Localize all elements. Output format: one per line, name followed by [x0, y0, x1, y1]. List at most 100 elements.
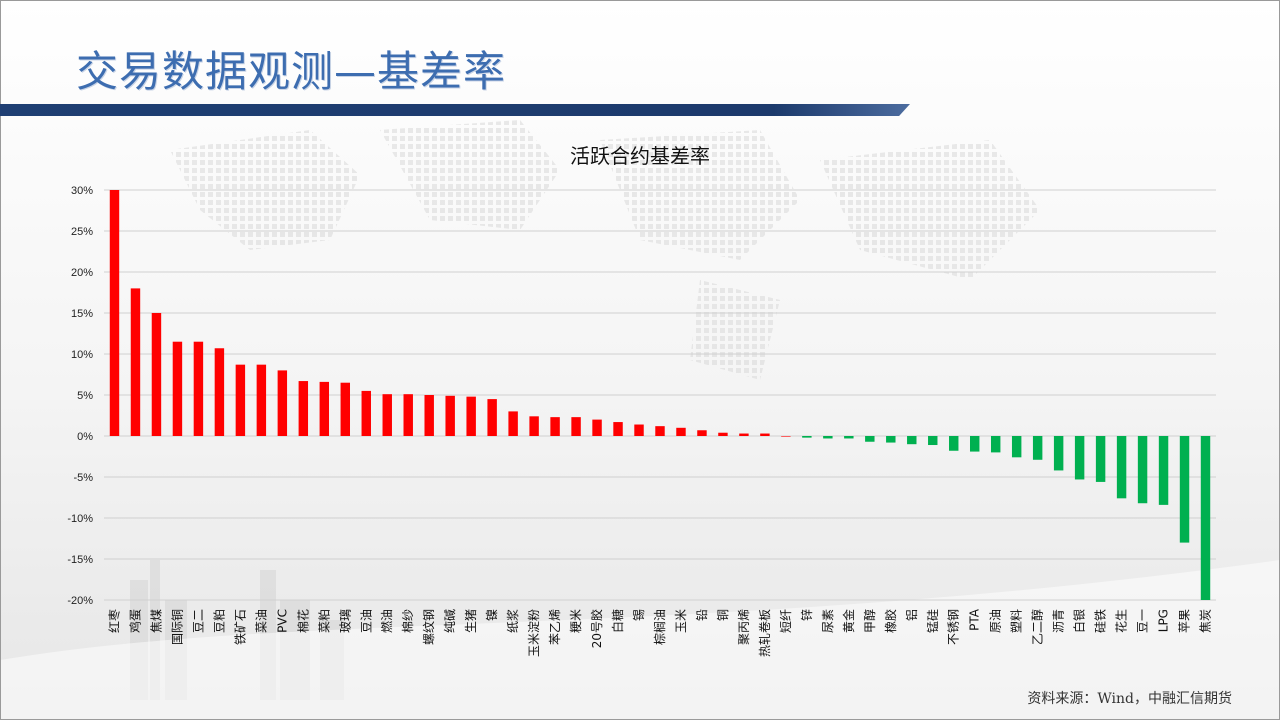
x-tick-label: 螺纹钢 [422, 609, 436, 645]
bar-白银 [1074, 436, 1085, 480]
bar-铝 [907, 436, 917, 445]
bar-豆一 [1137, 436, 1148, 504]
y-tick-label: -15% [67, 554, 93, 566]
x-tick-label: 白银 [1072, 609, 1087, 633]
x-tick-label: 菜粕 [316, 609, 331, 633]
x-tick-label: 铝 [904, 609, 919, 621]
y-tick-label: -10% [67, 513, 93, 525]
x-tick-label: 玻璃 [338, 609, 352, 633]
x-tick-label: 生猪 [464, 609, 478, 633]
x-tick-label: 焦煤 [149, 609, 163, 633]
x-tick-label: 橡胶 [883, 609, 898, 633]
bar-黄金 [844, 436, 854, 439]
x-tick-label: 鸡蛋 [127, 609, 142, 633]
bar-锰硅 [928, 436, 938, 446]
bar-PVC [277, 370, 288, 436]
bar-燃油 [382, 394, 392, 436]
y-tick-label: 20% [71, 267, 93, 279]
x-tick-label: 棉花 [295, 609, 310, 633]
bar-锌 [802, 436, 812, 438]
bar-铅 [697, 430, 707, 436]
data-source-note: 资料来源：Wind，中融汇信期货 [1027, 691, 1232, 707]
x-tick-label: 国际铜 [169, 609, 184, 645]
y-tick-label: -20% [67, 595, 93, 607]
x-tick-label: LPG [1157, 609, 1171, 632]
x-tick-label: 锌 [800, 609, 814, 621]
bar-鸡蛋 [130, 288, 141, 436]
x-tick-label: 苹果 [1178, 609, 1192, 633]
bar-PTA [969, 436, 980, 452]
bar-玉米淀粉 [529, 416, 539, 436]
bar-LPG [1158, 436, 1169, 505]
y-tick-label: 30% [71, 185, 93, 197]
y-tick-label: 0% [77, 431, 93, 443]
bar-菜粕 [319, 381, 330, 436]
bar-花生 [1116, 436, 1127, 499]
bar-豆油 [361, 390, 371, 436]
y-axis: 30% 25% 20% 15% 10% 5% 0% -5% -10% -15% -20% [67, 185, 93, 607]
x-tick-label: 棕榈油 [652, 609, 667, 645]
bar-乙二醇 [1032, 436, 1043, 460]
x-tick-label: PVC [275, 609, 289, 633]
bar-国际铜 [172, 341, 183, 436]
x-tick-label: 短纤 [779, 609, 793, 633]
x-tick-label: 沥青 [1052, 609, 1066, 633]
x-tick-label: 纯碱 [443, 609, 457, 633]
x-tick-label: 豆粕 [211, 609, 226, 633]
bar-苹果 [1179, 436, 1190, 543]
x-tick-label: 玉米 [674, 609, 688, 633]
bar-苯乙烯 [550, 417, 560, 436]
x-tick-label: 菜油 [254, 609, 268, 633]
x-tick-label: 铜 [715, 609, 730, 621]
bar-纯碱 [445, 395, 455, 436]
bar-尿素 [823, 436, 833, 439]
x-tick-label: 红枣 [106, 609, 121, 633]
x-tick-label: 铁矿石 [233, 609, 247, 645]
bar-焦炭 [1200, 436, 1211, 600]
bar-甲醇 [865, 436, 875, 442]
x-tick-label: 铅 [695, 609, 709, 621]
x-tick-label: 棉纱 [401, 609, 415, 633]
x-tick-label: 燃油 [379, 609, 394, 633]
x-tick-label: 白糖 [610, 609, 625, 633]
x-tick-label: 黄金 [841, 609, 856, 633]
bar-豆粕 [214, 348, 225, 436]
bar-镍 [487, 399, 497, 436]
x-tick-label: PTA [968, 608, 982, 631]
y-tick-label: -5% [73, 472, 93, 484]
bar-沥青 [1053, 436, 1064, 471]
title-underline-bar [0, 104, 910, 116]
x-tick-label: 塑料 [1009, 609, 1024, 633]
x-tick-label: 纸浆 [505, 609, 520, 633]
x-tick-label: 甲醇 [862, 609, 877, 633]
bar-玻璃 [340, 382, 351, 436]
bar-铜 [718, 432, 728, 436]
bar-豆二 [193, 341, 204, 436]
y-tick-label: 5% [77, 390, 93, 402]
x-tick-label: 聚丙烯 [737, 609, 751, 645]
y-tick-label: 25% [71, 226, 93, 238]
bar-铁矿石 [235, 364, 246, 436]
bar-棕榈油 [655, 426, 665, 436]
bar-生猪 [466, 396, 476, 436]
x-tick-label: 原油 [989, 609, 1003, 633]
bar-棉花 [298, 381, 309, 436]
x-tick-label: 锰硅 [925, 609, 940, 633]
x-tick-label: 豆一 [1136, 609, 1150, 633]
bar-原油 [990, 436, 1001, 453]
x-tick-label: 豆油 [359, 609, 373, 633]
x-tick-label: 硅铁 [1094, 609, 1108, 633]
bar-红枣 [109, 190, 120, 436]
bar-菜油 [256, 364, 267, 436]
x-tick-label: 乙二醇 [1030, 609, 1045, 645]
x-tick-label: 热轧卷板 [757, 609, 772, 657]
bar-不锈钢 [949, 436, 959, 451]
y-tick-label: 15% [71, 308, 93, 320]
slide-title: 交易数据观测—基差率 [76, 47, 507, 96]
bar-焦煤 [151, 313, 162, 436]
bar-短纤 [781, 436, 791, 437]
x-tick-label: 粳米 [569, 609, 583, 633]
x-tick-label: 镍 [485, 609, 499, 621]
bar-棉纱 [403, 394, 413, 436]
